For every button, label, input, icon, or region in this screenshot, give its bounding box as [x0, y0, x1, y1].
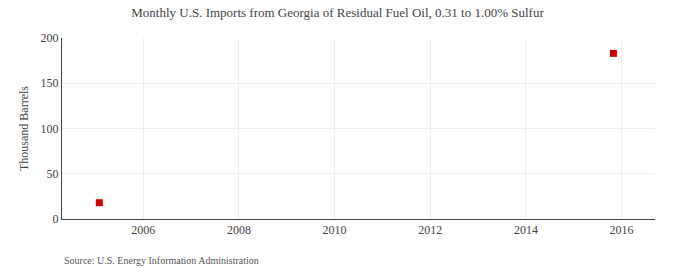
svg-text:150: 150 — [41, 76, 59, 90]
svg-text:200: 200 — [41, 31, 59, 45]
svg-text:100: 100 — [41, 122, 59, 136]
svg-text:2008: 2008 — [227, 223, 251, 237]
svg-text:2010: 2010 — [323, 223, 347, 237]
svg-text:2016: 2016 — [610, 223, 634, 237]
svg-text:Source: U.S. Energy Informatio: Source: U.S. Energy Information Administ… — [64, 255, 259, 266]
svg-text:0: 0 — [53, 212, 59, 226]
svg-text:Monthly U.S. Imports from Geor: Monthly U.S. Imports from Georgia of Res… — [131, 5, 544, 20]
svg-text:Thousand Barrels: Thousand Barrels — [17, 86, 31, 171]
svg-text:50: 50 — [47, 167, 59, 181]
svg-text:2006: 2006 — [131, 223, 155, 237]
svg-text:2012: 2012 — [418, 223, 442, 237]
svg-text:2014: 2014 — [514, 223, 538, 237]
